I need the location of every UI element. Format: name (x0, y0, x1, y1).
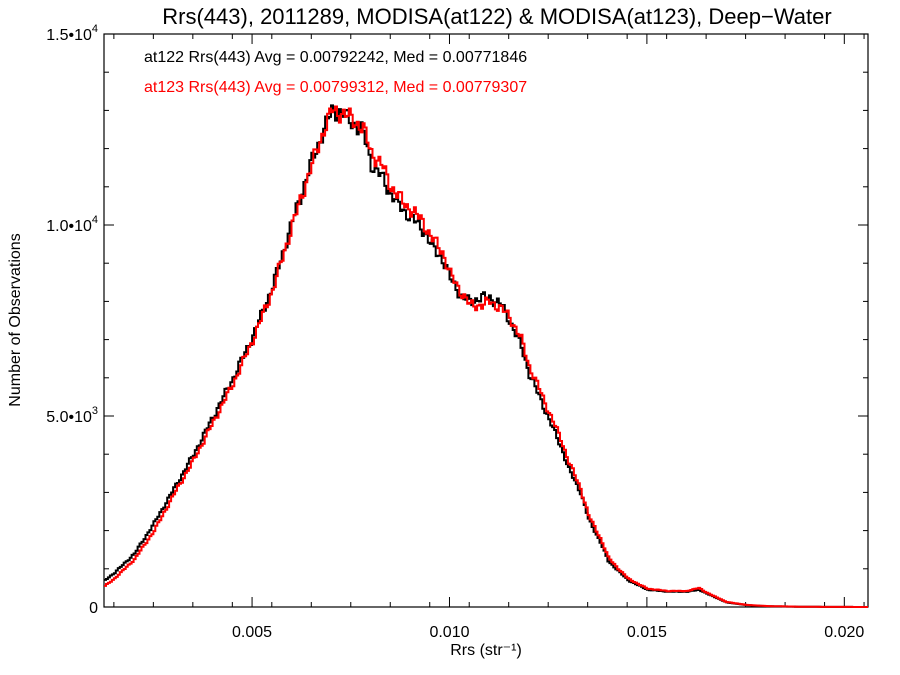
y-tick-label: 1.5•104 (46, 23, 98, 44)
legend-annotation-at122: at122 Rrs(443) Avg = 0.00792242, Med = 0… (144, 49, 527, 66)
y-tick-label: 0 (89, 600, 98, 617)
y-tick-label: 1.0•104 (46, 214, 98, 235)
series-line-at122 (104, 104, 868, 608)
x-tick-label: 0.015 (627, 624, 667, 641)
x-tick-label: 0.020 (824, 624, 864, 641)
x-axis-label: Rrs (str⁻¹) (450, 642, 522, 659)
y-axis-label: Number of Observations (7, 233, 24, 406)
legend-annotation-at123: at123 Rrs(443) Avg = 0.00799312, Med = 0… (144, 79, 527, 96)
y-tick-label: 5.0•103 (46, 405, 98, 426)
axis-ticks: 0.005 0.010 0.015 0.020 0 5.0•103 1.0•104 1.5•1… (46, 23, 868, 641)
x-tick-label: 0.010 (429, 624, 469, 641)
chart-title: Rrs(443), 2011289, MODISA(at122) & MODIS… (162, 4, 831, 29)
series-line-at123 (104, 105, 868, 608)
plot-frame (103, 33, 869, 608)
series-layer (104, 104, 868, 608)
x-tick-label: 0.005 (232, 624, 272, 641)
